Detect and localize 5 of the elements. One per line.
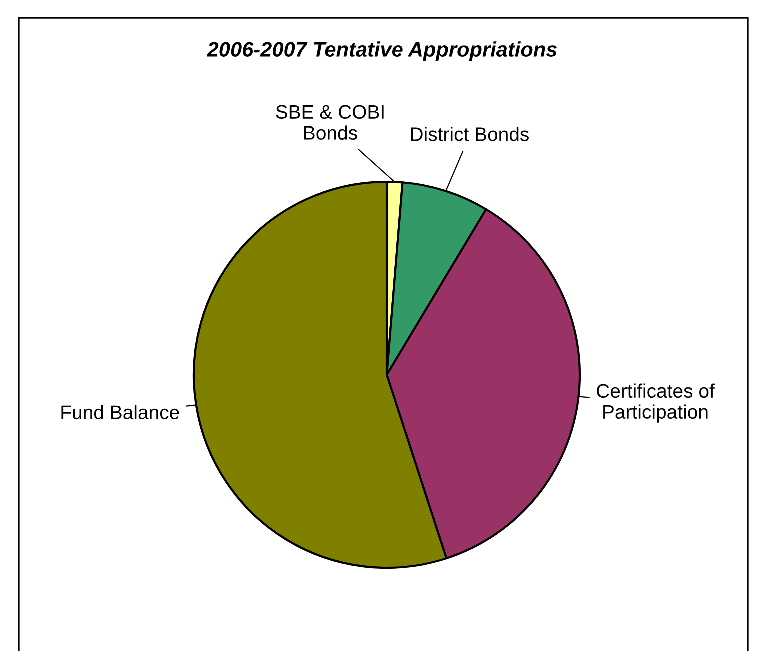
chart-title: 2006-2007 Tentative Appropriations [206,42,558,62]
slice-label: Fund Balance [62,405,180,420]
slice-label: Certificates of Participation [597,384,715,423]
slice-label: SBE & COBI Bonds [276,105,384,140]
slice-label: District Bonds [411,127,529,142]
